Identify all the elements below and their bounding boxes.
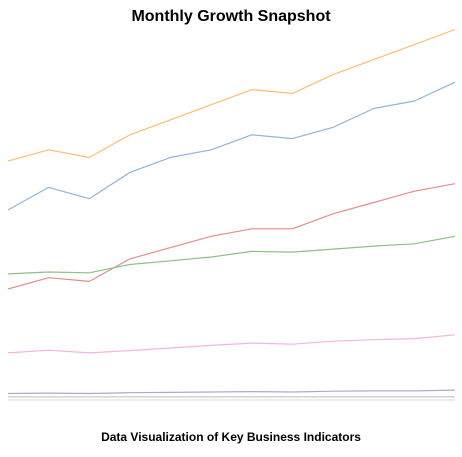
chart-title: Monthly Growth Snapshot <box>131 8 331 25</box>
series-line-1 <box>7 28 456 162</box>
series-line-4 <box>7 235 456 275</box>
series-line-2 <box>7 81 456 211</box>
series-line-5 <box>7 334 456 354</box>
chart-caption: Data Visualization of Key Business Indic… <box>101 430 361 444</box>
series-line-3 <box>7 183 456 290</box>
series-line-6 <box>7 389 456 395</box>
